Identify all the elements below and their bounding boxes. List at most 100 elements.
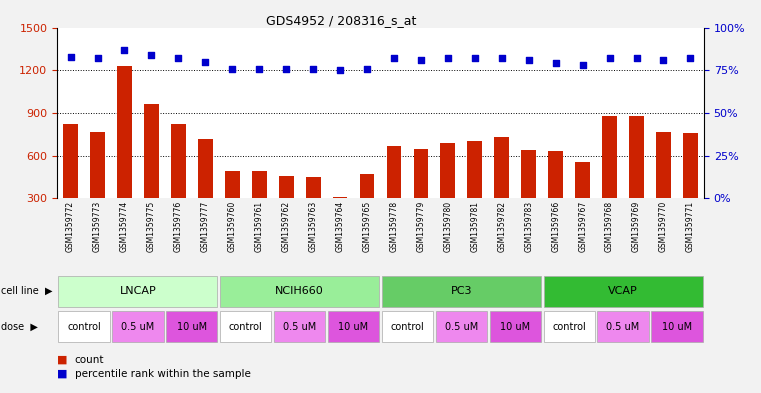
Bar xyxy=(279,176,294,198)
Point xyxy=(307,65,319,72)
Bar xyxy=(171,124,186,198)
Text: GSM1359761: GSM1359761 xyxy=(255,201,264,252)
Bar xyxy=(683,133,698,198)
Text: GSM1359773: GSM1359773 xyxy=(93,201,102,252)
Text: GDS4952 / 208316_s_at: GDS4952 / 208316_s_at xyxy=(266,14,417,27)
Text: dose  ▶: dose ▶ xyxy=(1,321,37,332)
Text: GSM1359781: GSM1359781 xyxy=(470,201,479,252)
Text: GSM1359770: GSM1359770 xyxy=(659,201,668,252)
Bar xyxy=(360,174,374,198)
Point xyxy=(119,47,131,53)
Point xyxy=(658,57,670,63)
Bar xyxy=(467,141,482,198)
Text: GSM1359777: GSM1359777 xyxy=(201,201,210,252)
Bar xyxy=(220,311,272,342)
Point xyxy=(334,67,346,73)
Bar xyxy=(333,197,348,198)
Text: 10 uM: 10 uM xyxy=(339,321,368,332)
Point xyxy=(415,57,427,63)
Text: PC3: PC3 xyxy=(451,286,472,296)
Bar xyxy=(198,139,213,198)
Text: 0.5 uM: 0.5 uM xyxy=(121,321,154,332)
Point xyxy=(199,59,212,65)
Point xyxy=(630,55,642,61)
Bar xyxy=(436,311,487,342)
Text: ■: ■ xyxy=(57,354,68,365)
Point xyxy=(603,55,616,61)
Text: GSM1359778: GSM1359778 xyxy=(390,201,399,252)
Point xyxy=(469,55,481,61)
Text: GSM1359766: GSM1359766 xyxy=(551,201,560,252)
Point xyxy=(65,53,77,60)
Text: GSM1359767: GSM1359767 xyxy=(578,201,587,252)
Text: GSM1359774: GSM1359774 xyxy=(120,201,129,252)
Bar xyxy=(220,275,379,307)
Text: ■: ■ xyxy=(57,369,68,379)
Bar xyxy=(413,149,428,198)
Bar xyxy=(59,275,218,307)
Point xyxy=(577,62,589,68)
Point xyxy=(388,55,400,61)
Bar xyxy=(144,105,159,198)
Text: GSM1359768: GSM1359768 xyxy=(605,201,614,252)
Point xyxy=(253,65,266,72)
Bar xyxy=(328,311,379,342)
Bar xyxy=(63,124,78,198)
Text: GSM1359782: GSM1359782 xyxy=(497,201,506,252)
Bar xyxy=(489,311,541,342)
Point xyxy=(172,55,184,61)
Text: GSM1359780: GSM1359780 xyxy=(444,201,452,252)
Text: GSM1359783: GSM1359783 xyxy=(524,201,533,252)
Bar xyxy=(306,177,320,198)
Bar xyxy=(521,150,537,198)
Bar xyxy=(274,311,325,342)
Point xyxy=(91,55,103,61)
Bar xyxy=(382,311,433,342)
Point xyxy=(495,55,508,61)
Bar xyxy=(59,311,110,342)
Point xyxy=(145,52,158,58)
Point xyxy=(523,57,535,63)
Bar xyxy=(441,143,455,198)
Bar xyxy=(224,171,240,198)
Bar xyxy=(548,151,563,198)
Text: control: control xyxy=(229,321,263,332)
Point xyxy=(361,65,373,72)
Text: count: count xyxy=(75,354,104,365)
Text: LNCAP: LNCAP xyxy=(119,286,156,296)
Text: 10 uM: 10 uM xyxy=(177,321,207,332)
Bar xyxy=(602,116,617,198)
Bar xyxy=(387,146,401,198)
Bar xyxy=(656,132,671,198)
Text: percentile rank within the sample: percentile rank within the sample xyxy=(75,369,250,379)
Bar xyxy=(543,275,702,307)
Text: VCAP: VCAP xyxy=(608,286,638,296)
Point xyxy=(226,65,238,72)
Bar xyxy=(651,311,702,342)
Bar xyxy=(629,116,644,198)
Bar xyxy=(166,311,218,342)
Point xyxy=(684,55,696,61)
Text: control: control xyxy=(390,321,425,332)
Text: 10 uM: 10 uM xyxy=(500,321,530,332)
Text: GSM1359776: GSM1359776 xyxy=(174,201,183,252)
Text: NCIH660: NCIH660 xyxy=(275,286,324,296)
Bar xyxy=(90,132,105,198)
Text: GSM1359762: GSM1359762 xyxy=(282,201,291,252)
Text: control: control xyxy=(552,321,586,332)
Text: 0.5 uM: 0.5 uM xyxy=(607,321,640,332)
Bar xyxy=(495,137,509,198)
Text: 10 uM: 10 uM xyxy=(662,321,692,332)
Bar xyxy=(575,162,590,198)
Bar xyxy=(117,66,132,198)
Text: 0.5 uM: 0.5 uM xyxy=(444,321,478,332)
Bar xyxy=(252,171,266,198)
Bar xyxy=(543,311,595,342)
Text: GSM1359765: GSM1359765 xyxy=(362,201,371,252)
Text: GSM1359775: GSM1359775 xyxy=(147,201,156,252)
Point xyxy=(280,65,292,72)
Text: GSM1359763: GSM1359763 xyxy=(309,201,317,252)
Text: control: control xyxy=(67,321,101,332)
Text: GSM1359779: GSM1359779 xyxy=(416,201,425,252)
Text: GSM1359769: GSM1359769 xyxy=(632,201,641,252)
